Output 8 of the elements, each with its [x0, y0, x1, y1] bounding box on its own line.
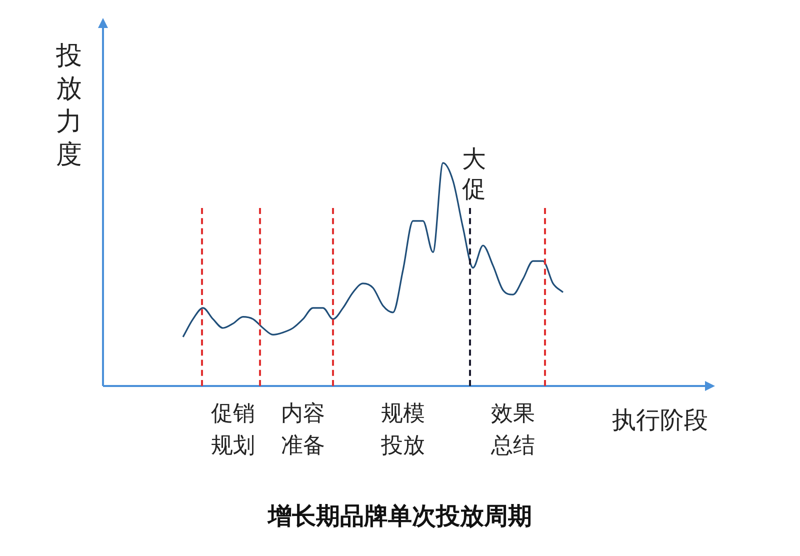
x-tick-label: 规模投放 — [380, 402, 425, 459]
x-axis-title: 执行阶段 — [612, 405, 708, 436]
y-axis-title: 投放力度 — [56, 40, 83, 172]
text: 增长期品牌单次投放周期 — [266, 501, 533, 532]
x-tick-label: 促销规划 — [211, 402, 255, 459]
x-tick-label: 效果总结 — [490, 402, 535, 459]
annotation: 大促 — [461, 144, 487, 204]
x-tick-label: 内容准备 — [281, 402, 325, 459]
